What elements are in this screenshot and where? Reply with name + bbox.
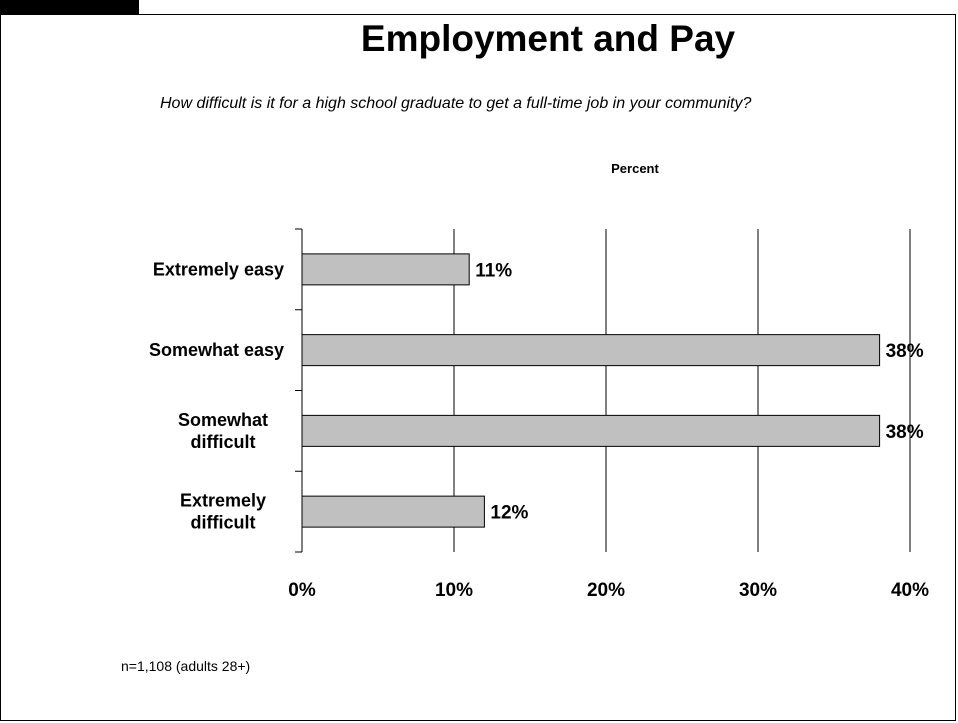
data-label-0: 11% [475,260,512,281]
corner-tab [0,0,139,14]
slide-frame [0,14,956,721]
data-label-1: 38% [886,341,924,362]
category-label-3: Extremely difficult [180,491,266,533]
bar-1 [301,334,881,367]
category-label-2: Somewhat difficult [178,410,268,452]
x-tick-label-4: 40% [891,580,929,601]
x-tick-label-2: 20% [587,580,625,601]
data-label-3: 12% [490,503,528,524]
slide-title: Employment and Pay [360,18,736,59]
survey-question: How difficult is it for a high school gr… [160,95,752,112]
category-label-0: Extremely easy [153,259,284,279]
data-label-2: 38% [886,422,924,443]
bar-3 [301,495,485,528]
bar-2 [301,414,881,447]
x-tick-label-3: 30% [739,580,777,601]
category-label-1: Somewhat easy [149,340,284,360]
axis-unit-label: Percent [611,161,659,176]
sample-size-note: n=1,108 (adults 28+) [121,658,251,674]
x-tick-label-0: 0% [288,580,316,601]
bar-0 [301,253,470,286]
x-tick-label-1: 10% [435,580,473,601]
